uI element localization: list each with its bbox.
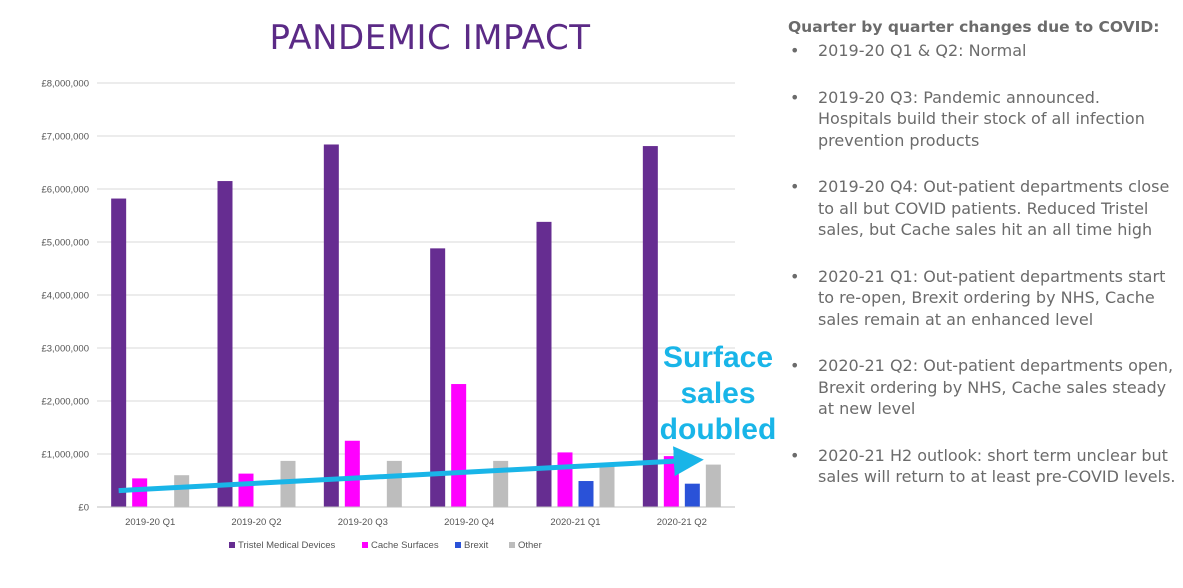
bullet-icon: • [790, 356, 800, 375]
x-tick-label: 2020-21 Q1 [550, 517, 600, 528]
bar [430, 248, 446, 508]
list-item: • 2020-21 H2 outlook: short term unclear … [788, 445, 1178, 488]
x-tick-label: 2019-20 Q2 [231, 517, 281, 528]
bar [705, 464, 721, 507]
bar [536, 221, 552, 508]
x-tick-label: 2020-21 Q2 [657, 517, 707, 528]
bullet-icon: • [790, 177, 800, 196]
bullet-icon: • [790, 87, 800, 107]
x-tick-label: 2019-20 Q4 [444, 517, 494, 528]
y-tick-label: £5,000,000 [41, 238, 89, 249]
trend-arrow [118, 446, 704, 494]
list-item-text: 2019-20 Q1 & Q2: Normal [818, 41, 1027, 60]
legend-label: Tristel Medical Devices [238, 540, 336, 551]
bar [557, 452, 573, 507]
x-tick-label: 2019-20 Q1 [125, 517, 175, 528]
bar [451, 384, 467, 507]
y-tick-label: £4,000,000 [41, 291, 89, 302]
bar [599, 464, 615, 507]
list-item-text: 2020-21 Q2: Out-patient departments open… [818, 356, 1174, 418]
bar [238, 473, 254, 507]
bar [642, 146, 658, 507]
legend-swatch [455, 542, 461, 548]
y-tick-label: £6,000,000 [41, 185, 89, 196]
annotation-line-1: Surface [662, 341, 774, 374]
y-tick-label: £3,000,000 [41, 344, 89, 355]
annotation-line-2: sales [680, 377, 756, 410]
list-item: • 2020-21 Q1: Out-patient departments sta… [788, 266, 1178, 331]
bar [111, 198, 127, 508]
list-item: • 2019-20 Q4: Out-patient departments clo… [788, 176, 1178, 241]
bullet-icon: • [790, 266, 800, 286]
list-item: • 2019-20 Q1 & Q2: Normal [788, 40, 1178, 62]
bullet-icon: • [790, 445, 800, 465]
list-item-text: 2019-20 Q4: Out-patient departments clos… [818, 177, 1170, 239]
annotation-line-3: doubled [659, 413, 777, 446]
y-tick-label: £0 [78, 503, 89, 514]
bar [578, 481, 594, 507]
bar [132, 478, 148, 507]
list-item: • 2019-20 Q3: Pandemic announced. Hospita… [788, 87, 1178, 152]
bar [174, 475, 190, 507]
covid-changes-panel: Quarter by quarter changes due to COVID:… [788, 18, 1178, 488]
annotation-text: Surface sales doubled [648, 340, 788, 448]
list-item: • 2020-21 Q2: Out-patient departments ope… [788, 355, 1178, 420]
legend-swatch [362, 542, 368, 548]
panel-heading: Quarter by quarter changes due to COVID: [788, 18, 1160, 36]
bar [217, 181, 233, 508]
legend-label: Brexit [464, 540, 489, 551]
legend-label: Cache Surfaces [371, 540, 439, 551]
y-tick-label: £8,000,000 [41, 79, 89, 90]
bullet-icon: • [790, 41, 800, 60]
chart-title: PANDEMIC IMPACT [269, 18, 591, 58]
legend-swatch [229, 542, 235, 548]
bar [323, 144, 339, 508]
bar [386, 460, 402, 507]
list-item-text: 2020-21 Q1: Out-patient departments star… [818, 266, 1166, 329]
legend-label: Other [518, 540, 542, 551]
list-item-text: 2020-21 H2 outlook: short term unclear b… [818, 445, 1176, 487]
bar [344, 440, 360, 507]
y-tick-label: £7,000,000 [41, 132, 89, 143]
y-tick-label: £2,000,000 [41, 397, 89, 408]
y-tick-label: £1,000,000 [41, 450, 89, 461]
list-item-text: 2019-20 Q3: Pandemic announced. Hospital… [818, 87, 1145, 150]
x-tick-label: 2019-20 Q3 [338, 517, 388, 528]
changes-list: • 2019-20 Q1 & Q2: Normal • 2019-20 Q3: Pa… [788, 40, 1178, 488]
legend-swatch [509, 542, 515, 548]
bar [684, 483, 700, 507]
